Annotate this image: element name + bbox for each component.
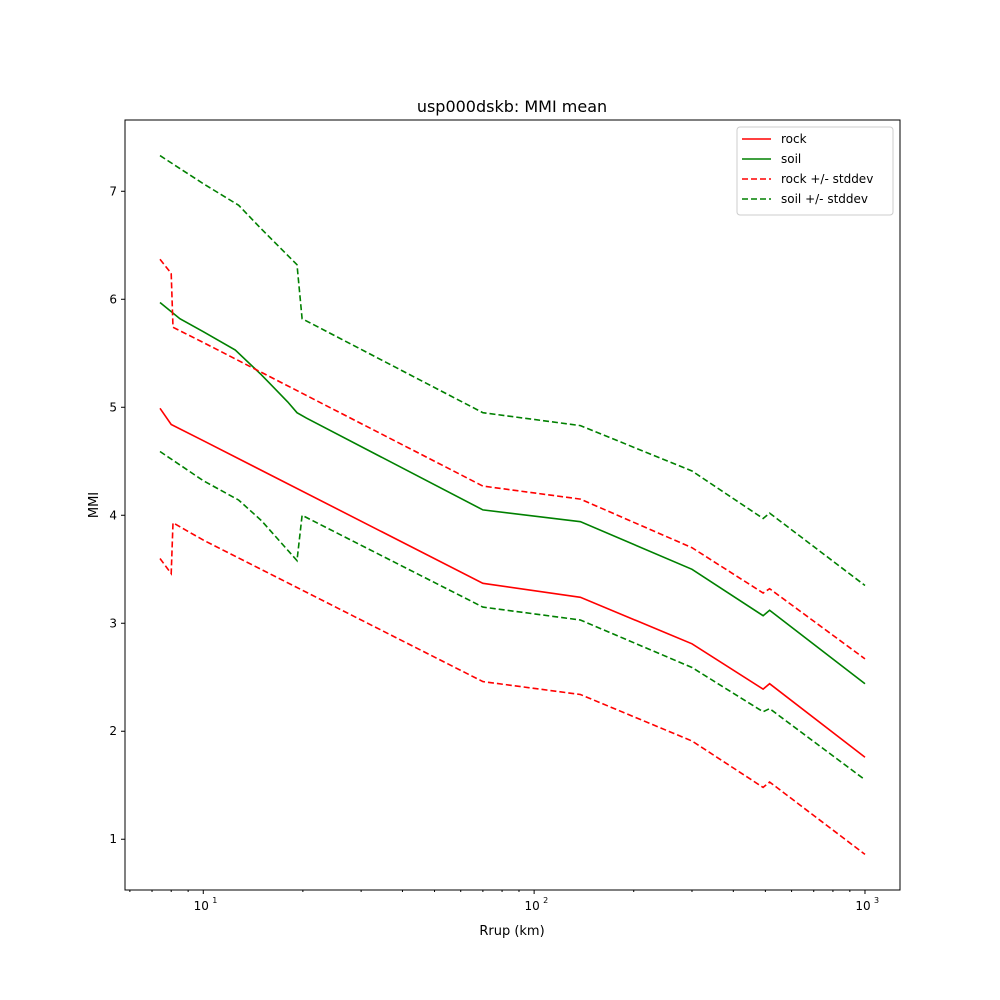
y-tick-label: 4: [109, 508, 117, 522]
y-tick-label: 5: [109, 400, 117, 414]
legend-label: soil: [781, 152, 801, 166]
x-tick-label: 10: [194, 899, 209, 913]
x-tick-label: 10: [524, 899, 539, 913]
series-line-rock-stddev: [159, 258, 866, 660]
series-line-soil-stddev: [159, 154, 866, 587]
series-line-rock-stddev: [159, 521, 866, 856]
x-axis-label: Rrup (km): [479, 924, 544, 939]
y-tick-label: 6: [109, 292, 117, 306]
series-line-soil: [159, 301, 866, 685]
x-tick-exponent: 3: [874, 896, 879, 905]
y-tick-label: 2: [109, 724, 117, 738]
x-tick-exponent: 1: [212, 896, 217, 905]
series-line-rock: [159, 407, 866, 758]
legend-box: [736, 126, 894, 216]
plot-area: [159, 154, 866, 856]
chart-title: usp000dskb: MMI mean: [417, 97, 607, 116]
y-tick-label: 3: [109, 616, 117, 630]
y-tick-label: 7: [109, 184, 117, 198]
legend-label: rock +/- stddev: [781, 172, 873, 186]
x-axis: 10 1 10 2 10 3: [129, 890, 879, 913]
y-tick-label: 1: [109, 832, 117, 846]
axes-frame: [124, 119, 901, 891]
legend-label: soil +/- stddev: [781, 192, 868, 206]
legend: rock soil rock +/- stddev soil +/- stddev: [736, 126, 894, 216]
y-axis-label: MMI: [87, 492, 102, 518]
x-tick-label: 10: [855, 899, 870, 913]
y-axis: 1 2 3 4 5 6 7: [109, 184, 125, 846]
legend-label: rock: [781, 132, 807, 146]
series-line-soil-stddev: [159, 450, 866, 781]
x-tick-exponent: 2: [543, 896, 548, 905]
